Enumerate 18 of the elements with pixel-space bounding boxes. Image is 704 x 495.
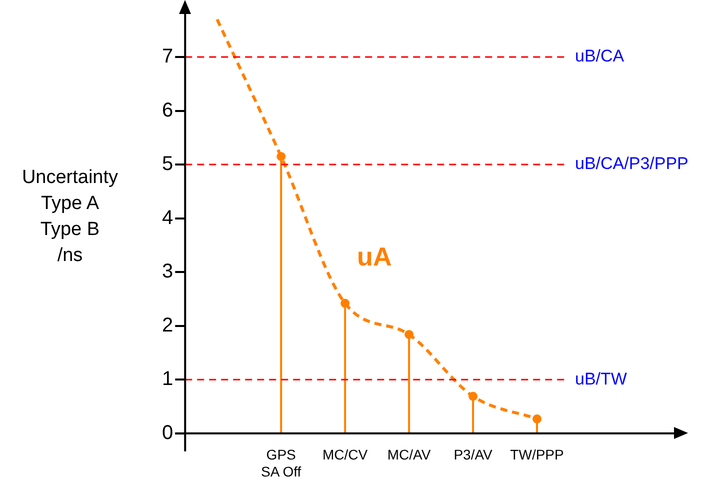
x-tick-label: TW/PPP bbox=[510, 446, 564, 463]
series-label: uA bbox=[357, 241, 392, 272]
x-tick-label: MC/AV bbox=[387, 446, 432, 463]
y-tick-label: 1 bbox=[162, 368, 174, 390]
y-tick-label: 2 bbox=[162, 314, 174, 336]
y-tick-label: 6 bbox=[162, 99, 174, 122]
y-tick-label: 5 bbox=[162, 153, 174, 176]
y-tick-label: 4 bbox=[162, 206, 174, 229]
x-tick-label: P3/AV bbox=[454, 446, 494, 463]
y-axis-title: Uncertainty Type A Type B /ns bbox=[20, 166, 120, 268]
ref-line-label: uB/TW bbox=[575, 369, 627, 388]
y-tick-label: 0 bbox=[162, 422, 174, 444]
x-tick-label: MC/CV bbox=[322, 446, 368, 463]
y-tick-label: 3 bbox=[162, 260, 174, 283]
ref-line-label: uB/CA bbox=[575, 46, 625, 66]
y-tick-label: 7 bbox=[162, 46, 174, 68]
x-tick-label: GPS SA Off bbox=[260, 446, 302, 480]
ref-line-label: uB/CA/P3/PPP bbox=[575, 154, 688, 174]
